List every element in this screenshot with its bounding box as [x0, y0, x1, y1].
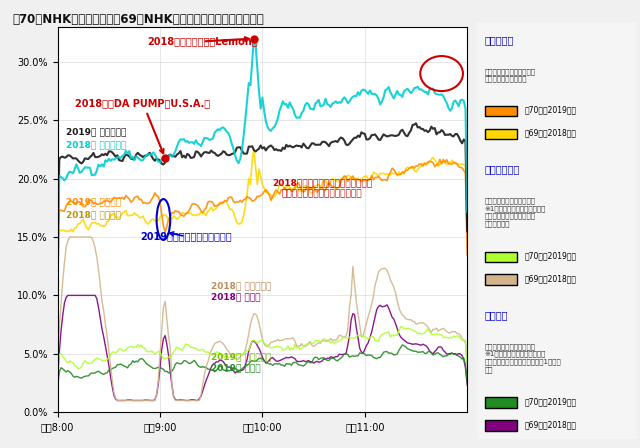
Text: 2018年 再生率: 2018年 再生率 [211, 292, 260, 301]
FancyBboxPatch shape [485, 397, 517, 408]
Text: 2018年 延べ再生率: 2018年 延べ再生率 [211, 281, 271, 290]
Text: 2018年：米津玄師「Lemon」: 2018年：米津玄師「Lemon」 [147, 36, 258, 47]
Text: 第70回（2019年）: 第70回（2019年） [525, 397, 577, 406]
Text: 2019年 総合接触率: 2019年 総合接触率 [66, 127, 127, 136]
Text: 第70回NHK紅白歌合戦／第69回NHK紅白歌合戦　「夢を歌おう」: 第70回NHK紅白歌合戦／第69回NHK紅白歌合戦 「夢を歌おう」 [13, 13, 264, 26]
Text: 2019年 ライブ率: 2019年 ライブ率 [66, 197, 121, 207]
FancyBboxPatch shape [485, 420, 517, 431]
FancyBboxPatch shape [485, 251, 517, 262]
Text: 2018年：DA PUMP「U.S.A.」: 2018年：DA PUMP「U.S.A.」 [76, 98, 211, 153]
Text: 第70回（2019年）: 第70回（2019年） [525, 105, 577, 114]
Text: 2018年：サザンオールスターズ登場
松任谷由実、北島三郎らとの共演: 2018年：サザンオールスターズ登場 松任谷由実、北島三郎らとの共演 [272, 179, 372, 198]
Text: 放送時間にリアルタイムで
番組が視聴された割合: 放送時間にリアルタイムで 番組が視聴された割合 [485, 68, 536, 82]
Text: 第70回（2019年）: 第70回（2019年） [525, 251, 577, 260]
Text: ライブ率：: ライブ率： [485, 35, 514, 45]
Text: 再生率：: 再生率： [485, 310, 508, 320]
Text: 2019年 再生率: 2019年 再生率 [211, 363, 261, 372]
Text: 第69回（2018年）: 第69回（2018年） [525, 274, 577, 283]
Text: 録画再生で視聴された割合
※1台のテレビが同じシーンを
複数回再生した場合、カウント1として
集計: 録画再生で視聴された割合 ※1台のテレビが同じシーンを 複数回再生した場合、カウ… [485, 343, 561, 373]
FancyBboxPatch shape [485, 275, 517, 285]
Text: 録画再生で視聴された割合
※1台のテレビが同じシーンを
複数回再生した場合の合計
カウント数計: 録画再生で視聴された割合 ※1台のテレビが同じシーンを 複数回再生した場合の合計… [485, 198, 546, 227]
Text: 第69回（2018年）: 第69回（2018年） [525, 420, 577, 429]
FancyBboxPatch shape [485, 106, 517, 116]
Text: 第69回（2018年）: 第69回（2018年） [525, 128, 577, 137]
Text: 延べ再生率：: 延べ再生率： [485, 164, 520, 174]
FancyBboxPatch shape [485, 129, 517, 139]
Text: 2018年 総合接触率: 2018年 総合接触率 [66, 140, 126, 149]
Text: 2019年 延べ再生率: 2019年 延べ再生率 [211, 353, 271, 362]
Text: 2018年 ライブ率: 2018年 ライブ率 [66, 210, 121, 219]
Text: 2019年：ニュース・気象情報: 2019年：ニュース・気象情報 [140, 231, 232, 241]
